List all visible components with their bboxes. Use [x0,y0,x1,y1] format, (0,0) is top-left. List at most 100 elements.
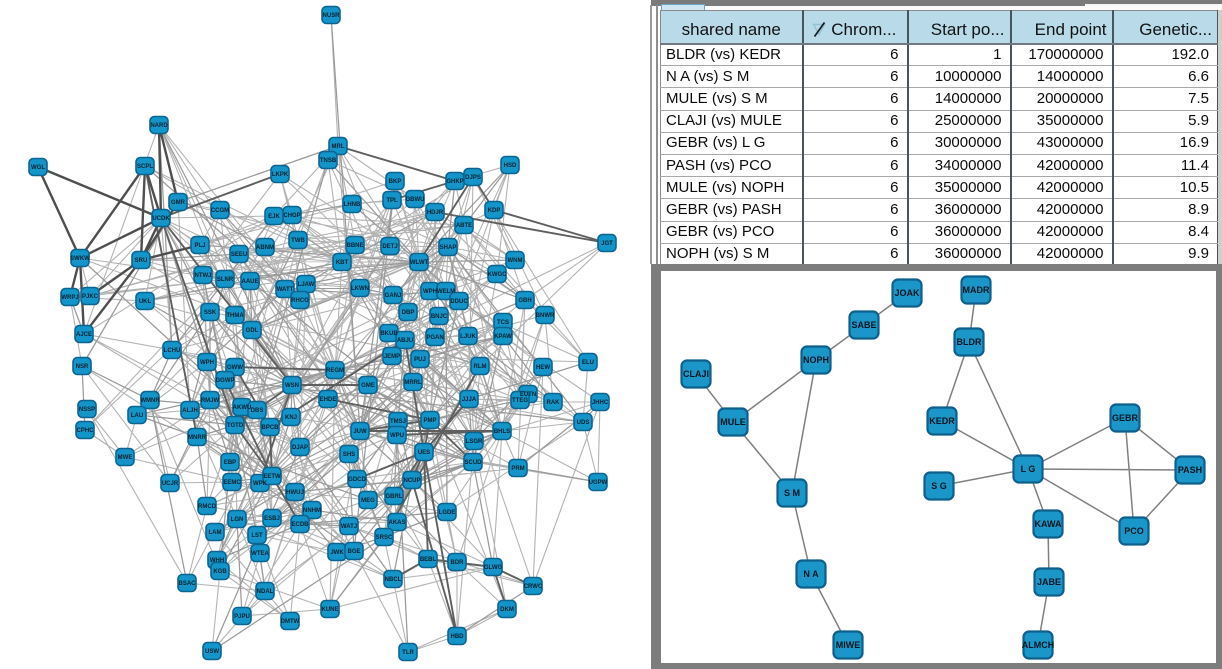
svg-text:LJAW: LJAW [298,282,315,288]
svg-text:L G: L G [1021,464,1036,474]
svg-text:GDCD: GDCD [348,477,366,483]
svg-text:LAM: LAM [209,530,222,536]
svg-text:N A: N A [803,569,819,579]
svg-text:USW: USW [205,649,219,655]
svg-text:KBT: KBT [336,260,349,266]
svg-text:SABE: SABE [851,320,876,330]
svg-text:LKWN: LKWN [351,286,369,292]
svg-text:PGAN: PGAN [426,335,443,341]
svg-text:LHNB: LHNB [344,202,361,208]
svg-text:KAWA: KAWA [1035,519,1063,529]
svg-text:PJPU: PJPU [234,614,250,620]
svg-text:ESBJ: ESBJ [264,516,280,522]
svg-text:RLM: RLM [474,364,487,370]
svg-text:AAUE: AAUE [241,279,258,285]
svg-text:SSK: SSK [204,310,217,316]
svg-text:BLDR: BLDR [957,337,982,347]
svg-text:ALJH: ALJH [182,408,198,414]
svg-text:GBH: GBH [518,298,531,304]
svg-text:THMA: THMA [226,313,244,319]
svg-text:TTEG: TTEG [512,398,528,404]
svg-text:HEW: HEW [536,365,550,371]
svg-text:TCS: TCS [497,320,509,326]
svg-text:BSAC: BSAC [178,581,196,587]
svg-text:TMSJ: TMSJ [390,419,406,425]
svg-text:MULE: MULE [720,417,746,427]
svg-text:NDAL: NDAL [257,589,274,595]
svg-text:BDR: BDR [451,560,465,566]
svg-text:MRRL: MRRL [404,380,422,386]
svg-text:CLAJI: CLAJI [683,369,709,379]
svg-text:GLWG: GLWG [484,565,503,571]
svg-text:LCHU: LCHU [164,348,181,354]
svg-text:JJJA: JJJA [462,397,477,403]
svg-text:BHLS: BHLS [494,429,510,435]
svg-text:WATT: WATT [277,287,294,293]
svg-text:RMCD: RMCD [198,504,217,510]
svg-text:EBP: EBP [224,460,236,466]
svg-text:GWW: GWW [227,365,243,371]
svg-text:BKUB: BKUB [380,331,398,337]
svg-text:DJPS: DJPS [465,175,481,181]
svg-text:PMP: PMP [423,418,436,424]
svg-text:WPU: WPU [390,433,404,439]
svg-text:SEEU: SEEU [231,252,247,258]
svg-text:LST: LST [251,533,263,539]
svg-text:SHAP: SHAP [440,245,457,251]
svg-text:EEMC: EEMC [223,480,241,486]
svg-text:CRWC: CRWC [524,584,543,590]
svg-text:TGTD: TGTD [227,423,244,429]
svg-text:GGWP: GGWP [216,378,235,384]
svg-text:NSSP: NSSP [79,407,95,413]
svg-text:LAU: LAU [131,413,143,419]
svg-text:WTEA: WTEA [251,551,269,557]
svg-text:LKPK: LKPK [272,172,289,178]
svg-text:NARD: NARD [150,123,168,129]
svg-text:PLJ: PLJ [194,243,205,249]
svg-text:KEDR: KEDR [929,416,955,426]
svg-text:BPCB: BPCB [261,425,279,431]
svg-text:GME: GME [361,383,375,389]
svg-text:DMTW: DMTW [281,619,300,625]
svg-text:DETJ: DETJ [382,244,397,250]
svg-text:EHDE: EHDE [320,397,337,403]
svg-text:GHKP: GHKP [446,179,463,185]
svg-text:NOPH: NOPH [803,355,829,365]
svg-text:UGPW: UGPW [589,480,608,486]
svg-text:WELM: WELM [437,289,455,295]
svg-text:KDP: KDP [488,208,501,214]
svg-text:AKWU: AKWU [233,405,252,411]
svg-text:NSR: NSR [76,364,89,370]
svg-text:LGN: LGN [231,517,244,523]
svg-text:ECDB: ECDB [291,522,309,528]
svg-text:RMJW: RMJW [201,398,220,404]
svg-text:JHHC: JHHC [592,400,609,406]
svg-text:LGDE: LGDE [439,510,456,516]
svg-text:WRPJ: WRPJ [61,295,78,301]
svg-text:JUW: JUW [353,429,367,435]
svg-text:WPH: WPH [200,360,214,366]
svg-text:GBWU: GBWU [406,197,425,203]
svg-text:WGL: WGL [31,165,45,171]
svg-text:S G: S G [931,481,947,491]
svg-text:LJUK: LJUK [460,334,476,340]
svg-text:MWE: MWE [118,455,133,461]
svg-text:NCUP: NCUP [403,478,420,484]
svg-text:GMR: GMR [171,200,186,206]
svg-text:EETW: EETW [263,474,281,480]
svg-text:DBP: DBP [402,310,415,316]
svg-text:GANJ: GANJ [385,293,402,299]
svg-text:MRL: MRL [332,144,345,150]
svg-text:JABE: JABE [1037,577,1061,587]
svg-text:SCPL: SCPL [137,164,153,170]
svg-text:EJK: EJK [268,214,280,220]
svg-text:CHGP: CHGP [283,213,300,219]
svg-text:MIWE: MIWE [836,640,861,650]
svg-text:SRSC: SRSC [376,535,393,541]
svg-text:BNJC: BNJC [431,314,448,320]
svg-text:NBCL: NBCL [385,577,402,583]
svg-text:WPK: WPK [253,481,268,487]
svg-text:WMNR: WMNR [140,398,160,404]
svg-text:WNM: WNM [508,258,523,264]
svg-text:BEBL: BEBL [420,557,437,563]
